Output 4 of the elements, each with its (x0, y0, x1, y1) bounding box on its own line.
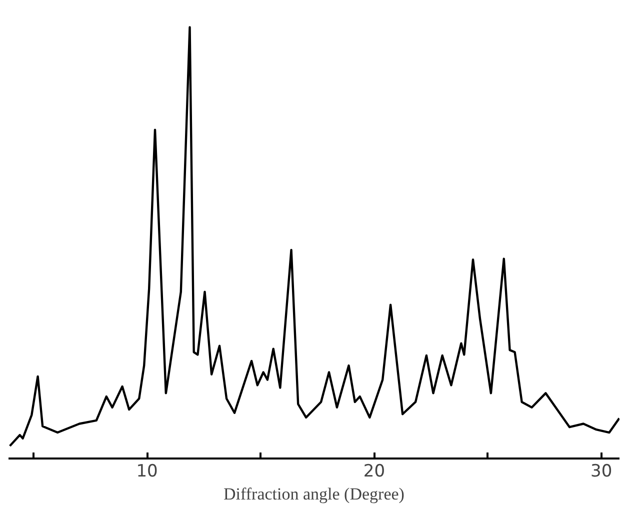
x-tick-label: 30 (590, 462, 612, 482)
x-tick-label: 20 (363, 462, 386, 482)
x-tick-label: 10 (136, 462, 158, 482)
x-axis-title: Diffraction angle (Degree) (224, 484, 404, 504)
